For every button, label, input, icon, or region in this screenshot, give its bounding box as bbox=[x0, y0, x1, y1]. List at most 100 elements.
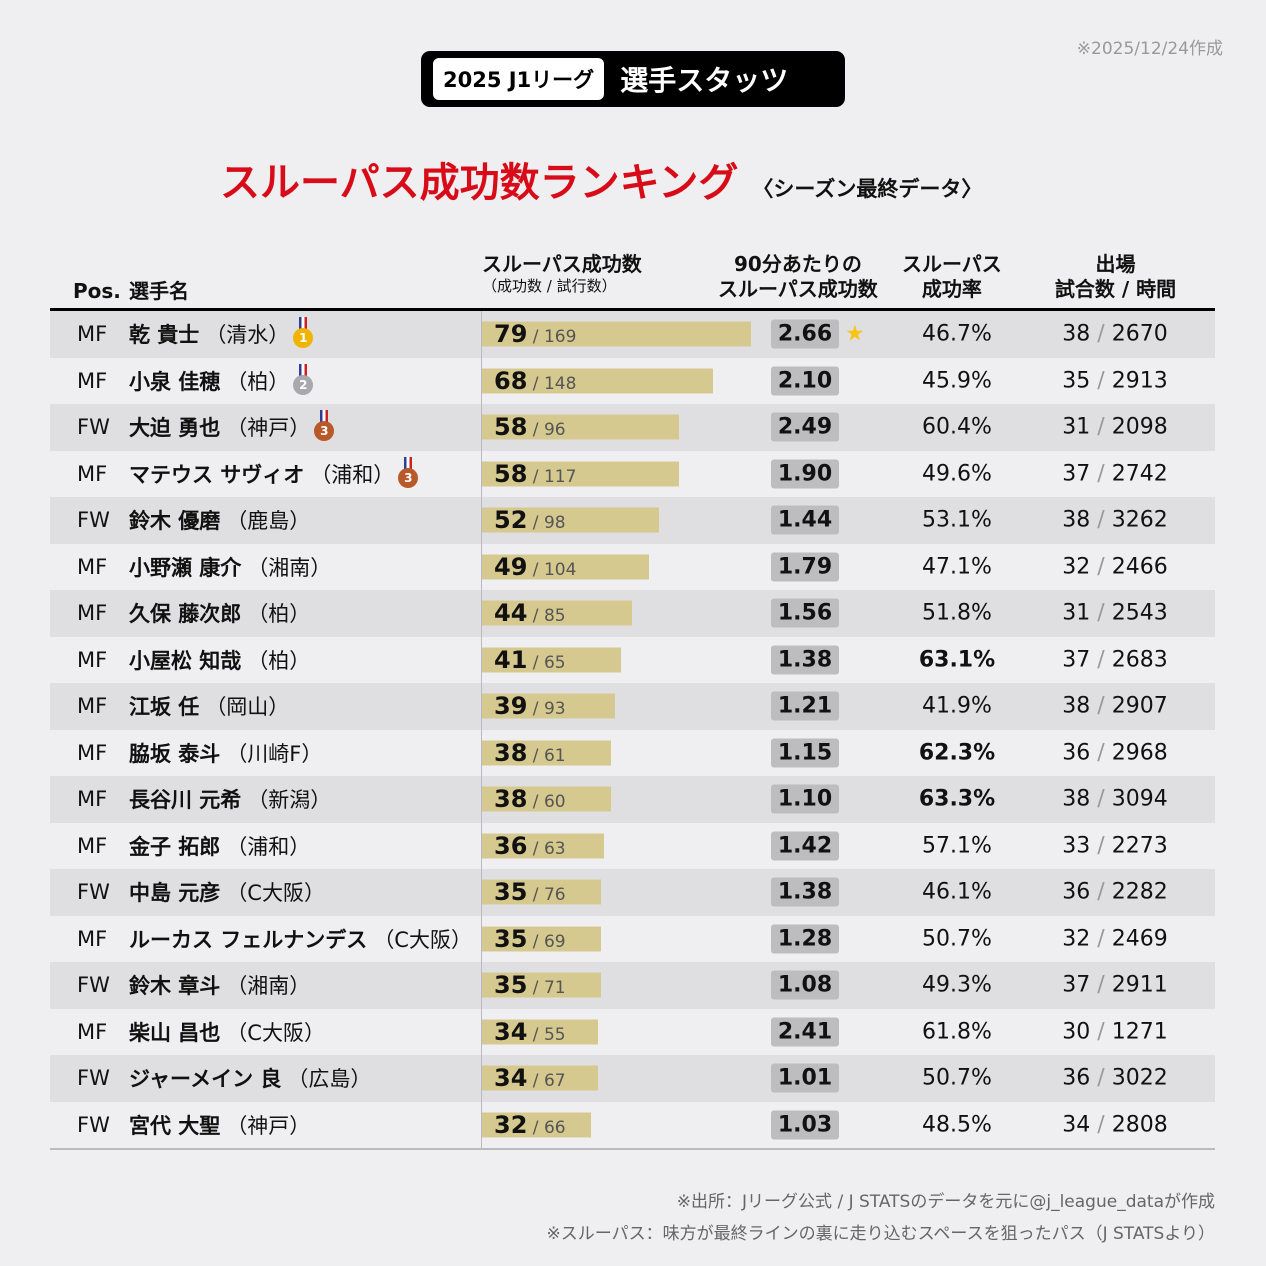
table-row: MF 小泉 佳穂 （柏） 2 68 / 148 2.10 45.9% 35 / 29… bbox=[50, 358, 1215, 405]
success-count: 38 bbox=[494, 738, 528, 767]
team: （柏） bbox=[247, 648, 311, 673]
position: FW bbox=[77, 508, 110, 533]
success-count: 35 bbox=[494, 924, 528, 953]
team: （湘南） bbox=[247, 555, 332, 580]
created-date: ※2025/12/24作成 bbox=[1076, 39, 1223, 59]
success-count: 35 bbox=[494, 878, 528, 907]
source-note: ※出所：Jリーグ公式 / J STATSのデータを元に@j_league_dat… bbox=[676, 1192, 1215, 1212]
ranking-table: Pos. 選手名 スルーパス成功数 （成功数 / 試行数） 90分あたりの スルーパ… bbox=[50, 245, 1215, 1150]
success-bar bbox=[482, 414, 680, 440]
success-rate: 63.1% bbox=[918, 647, 996, 673]
player-name: 宮代 大聖 （神戸） bbox=[129, 1110, 310, 1140]
success-rate: 48.5% bbox=[922, 1112, 992, 1138]
per90-value: 1.42 bbox=[771, 831, 839, 861]
games: 34 bbox=[1062, 1112, 1091, 1138]
team: （浦和） bbox=[310, 462, 395, 487]
per90-value: 1.28 bbox=[771, 924, 839, 954]
player-name: 鈴木 章斗 （湘南） bbox=[129, 970, 310, 1000]
games-minutes: 38 / 3262 bbox=[1062, 507, 1168, 533]
success-count: 49 bbox=[494, 552, 528, 581]
attempt-count: 98 bbox=[543, 513, 566, 534]
table-row: FW 鈴木 優磨 （鹿島） 52 / 98 1.44 53.1% 38 / 326… bbox=[50, 497, 1215, 544]
minutes: 2907 bbox=[1111, 693, 1168, 719]
minutes: 3262 bbox=[1111, 507, 1168, 533]
header-badge: 2025 J1リーグ 選手スタッツ bbox=[421, 51, 845, 107]
position: MF bbox=[77, 647, 108, 672]
team: （神戸） bbox=[226, 1113, 311, 1138]
table-row: FW 鈴木 章斗 （湘南） 35 / 71 1.08 49.3% 37 / 291… bbox=[50, 962, 1215, 1009]
header-per90-line2: スルーパス成功数 bbox=[718, 277, 878, 301]
attempt-count: 93 bbox=[543, 699, 566, 720]
player-name: 江坂 任（岡山） bbox=[129, 691, 289, 721]
success-label: 36 / 63 bbox=[494, 832, 566, 860]
player-name: 乾 貴士 （清水） 1 bbox=[129, 317, 314, 351]
player-name-text: 金子 拓郎 bbox=[129, 834, 221, 859]
player-name-text: マテウス サヴィオ bbox=[129, 462, 305, 487]
minutes: 2913 bbox=[1111, 368, 1168, 394]
player-name-text: 乾 貴士 bbox=[129, 323, 200, 348]
footnotes: ※出所：Jリーグ公式 / J STATSのデータを元に@j_league_dat… bbox=[547, 1186, 1215, 1250]
success-count: 41 bbox=[494, 645, 528, 674]
position: FW bbox=[77, 1112, 110, 1137]
games-minutes: 36 / 2968 bbox=[1062, 740, 1168, 766]
success-rate: 53.1% bbox=[922, 507, 992, 533]
games-minutes: 32 / 2466 bbox=[1062, 554, 1168, 580]
player-name-text: 江坂 任 bbox=[129, 695, 200, 720]
team: （C大阪） bbox=[373, 927, 472, 952]
games-minutes: 38 / 2907 bbox=[1062, 693, 1168, 719]
position: MF bbox=[77, 554, 108, 579]
table-row: MF 小屋松 知哉 （柏） 41 / 65 1.38 63.1% 37 / 268… bbox=[50, 637, 1215, 684]
success-rate: 60.4% bbox=[922, 414, 992, 440]
player-name: 鈴木 優磨 （鹿島） bbox=[129, 505, 310, 535]
header-success-sub: （成功数 / 試行数） bbox=[482, 277, 617, 295]
per90-value: 2.10 bbox=[771, 366, 839, 396]
attempt-count: 117 bbox=[543, 466, 577, 487]
medal-icon: 3 bbox=[314, 410, 335, 444]
success-label: 38 / 61 bbox=[494, 739, 566, 767]
attempts: / 55 bbox=[527, 1024, 566, 1045]
success-rate: 46.7% bbox=[922, 321, 992, 347]
team: （柏） bbox=[226, 369, 290, 394]
per90-value: 1.56 bbox=[771, 598, 839, 628]
success-count: 52 bbox=[494, 506, 528, 535]
attempt-count: 66 bbox=[543, 1117, 566, 1138]
games: 32 bbox=[1062, 554, 1091, 580]
player-name: 大迫 勇也 （神戸） 3 bbox=[129, 410, 335, 444]
games: 38 bbox=[1062, 507, 1091, 533]
attempt-count: 71 bbox=[543, 978, 566, 999]
header-games-line1: 出場 bbox=[1095, 252, 1136, 276]
success-rate: 41.9% bbox=[922, 693, 992, 719]
table-row: MF 柴山 昌也 （C大阪） 34 / 55 2.41 61.8% 30 / 12… bbox=[50, 1009, 1215, 1056]
player-name: 脇坂 泰斗 （川崎F） bbox=[129, 738, 322, 768]
minutes: 2469 bbox=[1111, 926, 1168, 952]
success-label: 58 / 117 bbox=[494, 460, 576, 488]
attempts: / 63 bbox=[527, 838, 566, 859]
attempts: / 66 bbox=[527, 1117, 566, 1138]
player-name-text: 久保 藤次郎 bbox=[129, 602, 242, 627]
league-label: 2025 J1リーグ bbox=[433, 58, 605, 100]
team: （清水） bbox=[205, 323, 290, 348]
attempts: / 98 bbox=[527, 513, 566, 534]
attempts: / 65 bbox=[527, 652, 566, 673]
table-row: MF マテウス サヴィオ （浦和） 3 58 / 117 1.90 49.6% 37… bbox=[50, 451, 1215, 498]
player-name: 中島 元彦 （C大阪） bbox=[129, 877, 325, 907]
team: （浦和） bbox=[226, 834, 311, 859]
success-label: 35 / 71 bbox=[494, 971, 566, 999]
attempts: / 104 bbox=[527, 559, 577, 580]
minutes: 2968 bbox=[1111, 740, 1168, 766]
games-minutes: 38 / 2670 bbox=[1062, 321, 1168, 347]
player-name: 小野瀬 康介 （湘南） bbox=[129, 552, 331, 582]
player-name-text: 柴山 昌也 bbox=[129, 1020, 221, 1045]
games: 30 bbox=[1062, 1019, 1091, 1045]
team: （C大阪） bbox=[226, 1020, 325, 1045]
success-bar bbox=[482, 647, 622, 673]
table-row: MF 金子 拓郎 （浦和） 36 / 63 1.42 57.1% 33 / 227… bbox=[50, 823, 1215, 870]
per90-value: 1.21 bbox=[771, 691, 839, 721]
attempt-count: 67 bbox=[543, 1071, 566, 1092]
attempt-count: 76 bbox=[543, 885, 566, 906]
per90-value: 1.38 bbox=[771, 877, 839, 907]
position: MF bbox=[77, 461, 108, 486]
success-label: 79 / 169 bbox=[494, 320, 576, 348]
success-bar bbox=[482, 461, 680, 487]
player-name-text: 長谷川 元希 bbox=[129, 788, 242, 813]
